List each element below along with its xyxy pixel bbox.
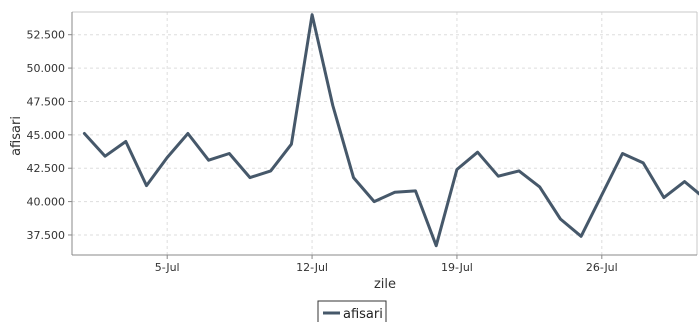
y-axis-title: afisari [9, 116, 24, 156]
y-tick-label: 40.000 [27, 196, 66, 209]
y-tick-label: 37.500 [27, 229, 66, 242]
y-tick-label: 47.500 [27, 95, 66, 108]
legend-box [317, 300, 387, 322]
y-tick-label: 45.000 [27, 129, 66, 142]
legend-label: afisari [343, 307, 383, 322]
x-tick-label: 26-Jul [586, 261, 618, 274]
x-tick-label: 12-Jul [296, 261, 328, 274]
legend: afisari [317, 300, 387, 322]
axes [68, 11, 698, 259]
tick-labels: 37.500 40.000 42.500 45.000 47.500 50.000 52.5… [27, 29, 618, 274]
series-lines [82, 13, 699, 248]
x-tick-label: 5-Jul [155, 261, 180, 274]
y-tick-label: 50.000 [27, 62, 66, 75]
grid-lines [72, 12, 697, 255]
series-line-afisari [82, 13, 699, 248]
y-tick-label: 52.500 [27, 29, 66, 42]
y-tick-label: 42.500 [27, 162, 66, 175]
x-tick-label: 19-Jul [441, 261, 473, 274]
x-axis-title: zile [374, 277, 396, 292]
